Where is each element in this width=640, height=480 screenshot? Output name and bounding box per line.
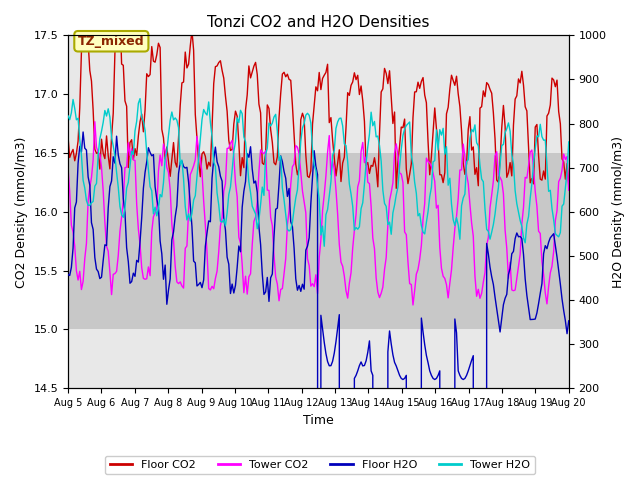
Legend: Floor CO2, Tower CO2, Floor H2O, Tower H2O: Floor CO2, Tower CO2, Floor H2O, Tower H…: [105, 456, 535, 474]
Bar: [68, 153, 569, 329]
Text: TZ_mixed: TZ_mixed: [78, 35, 145, 48]
X-axis label: Time: Time: [303, 414, 333, 427]
Y-axis label: CO2 Density (mmol/m3): CO2 Density (mmol/m3): [15, 136, 28, 288]
Y-axis label: H2O Density (mmol/m3): H2O Density (mmol/m3): [612, 136, 625, 288]
Title: Tonzi CO2 and H2O Densities: Tonzi CO2 and H2O Densities: [207, 15, 429, 30]
